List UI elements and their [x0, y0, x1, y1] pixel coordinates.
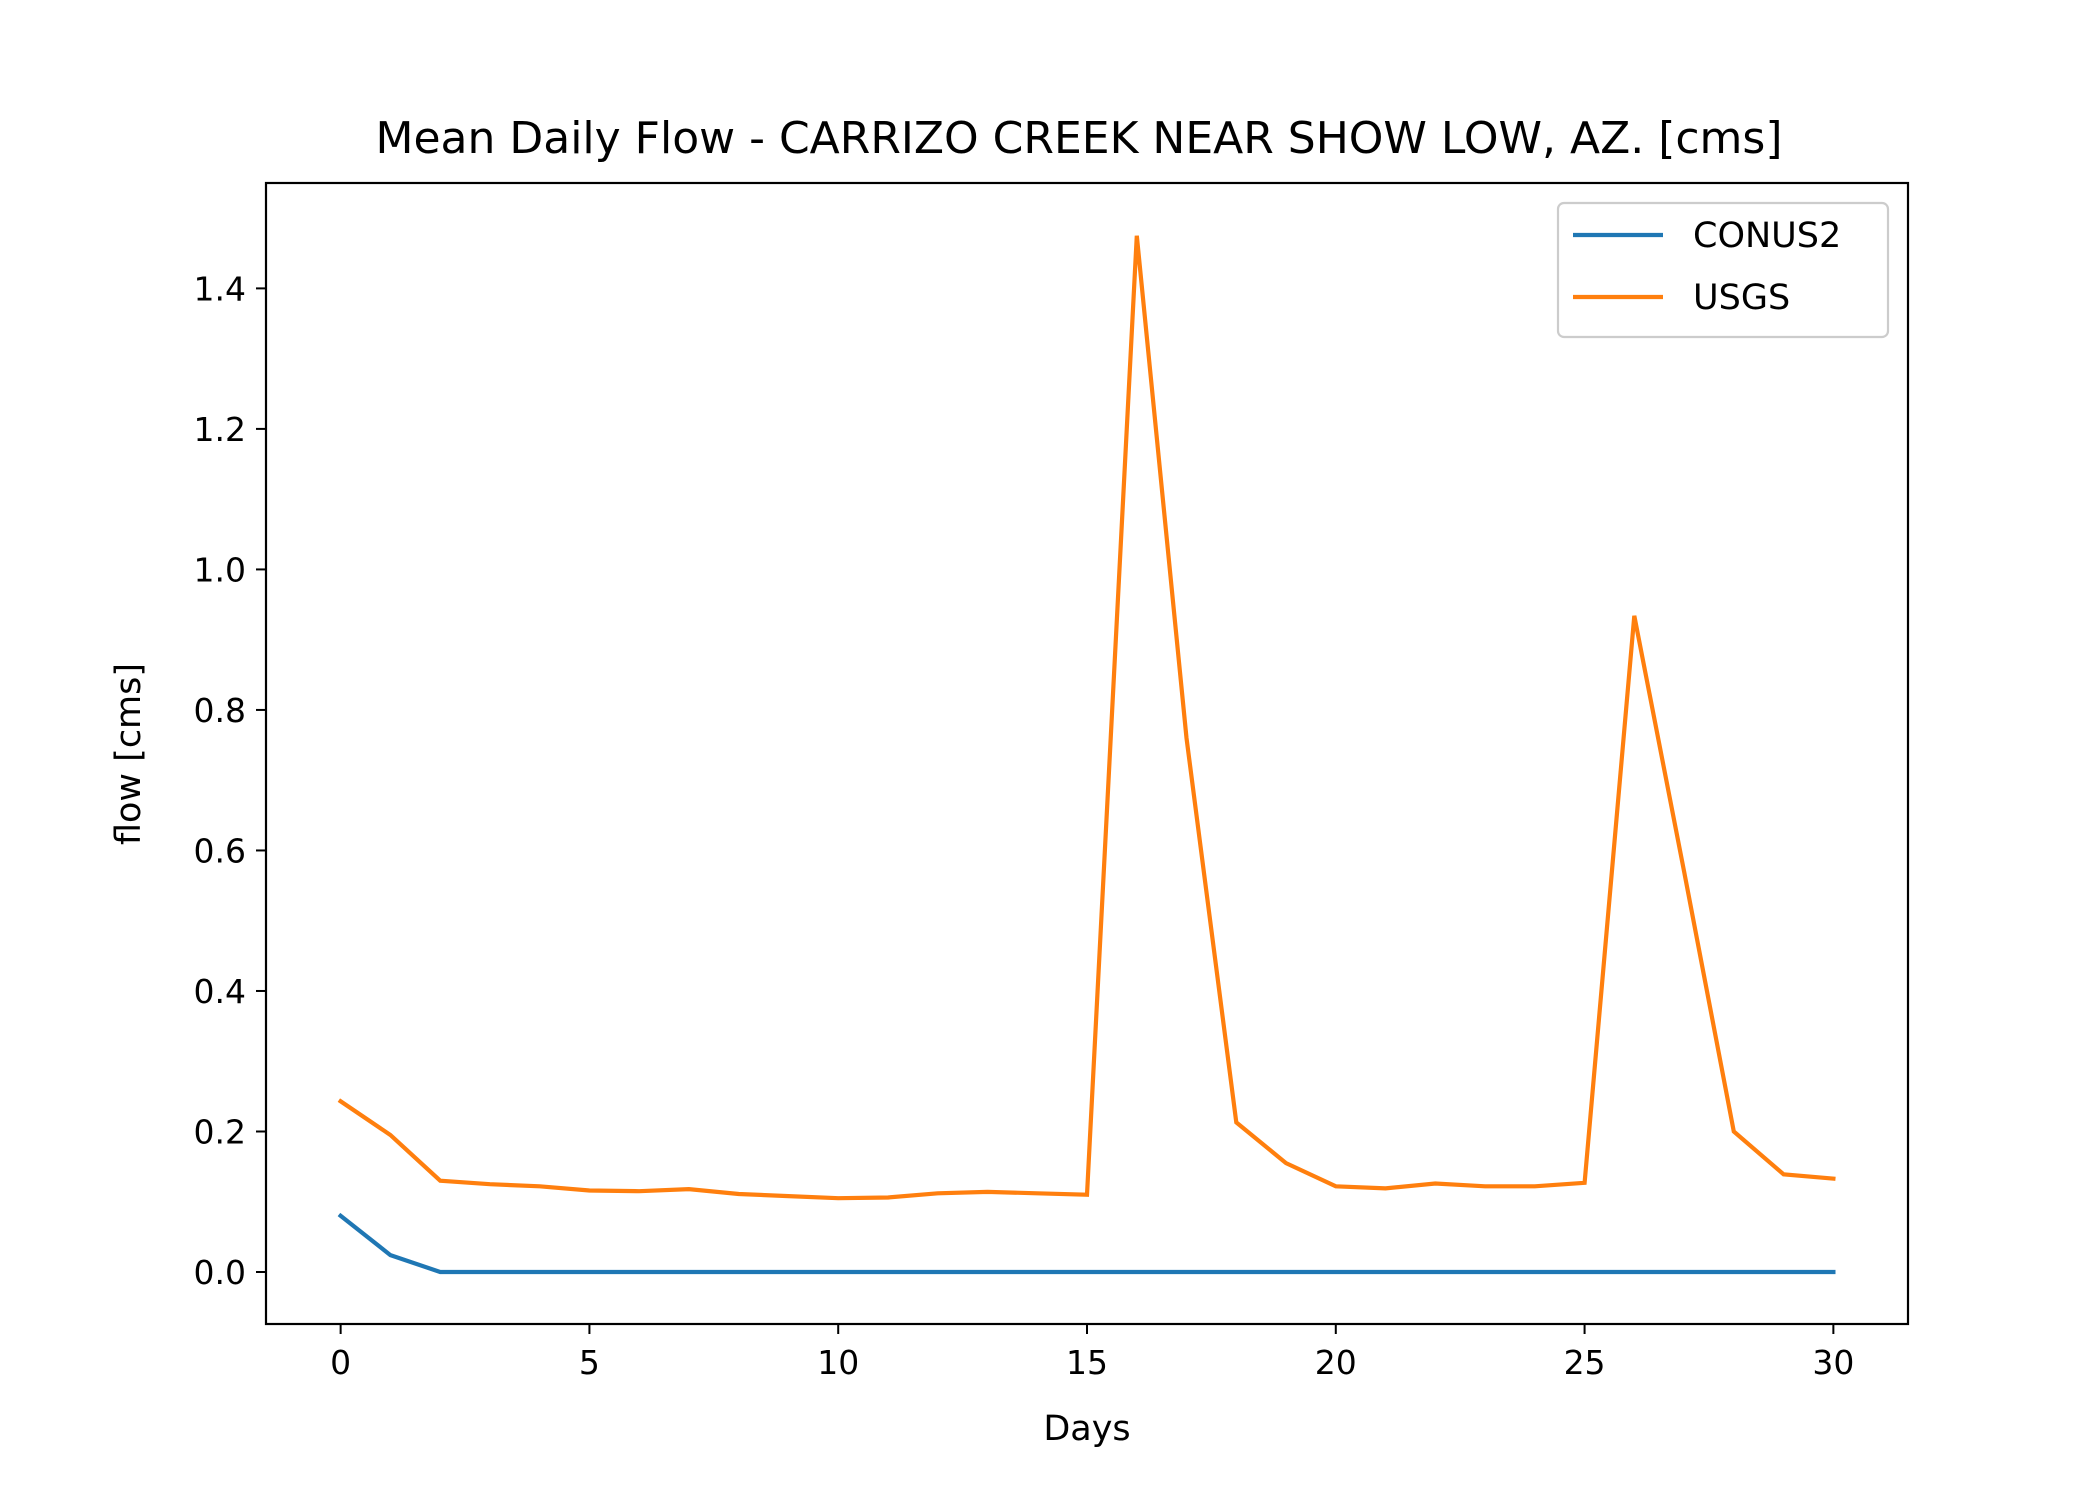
y-tick-label: 0.2: [194, 1112, 246, 1151]
series-line-usgs: [337, 235, 1836, 1201]
x-axis-label: Days: [1043, 1409, 1130, 1449]
x-tick-label: 5: [579, 1343, 600, 1382]
x-tick-label: 25: [1564, 1343, 1606, 1382]
legend-label-conus2: CONUS2: [1693, 216, 1841, 256]
y-tick-label: 1.2: [194, 410, 246, 449]
y-tick-label: 1.0: [194, 550, 246, 589]
y-axis: 0.0 0.2 0.4 0.6 0.8 1.0 1.2 1.4: [194, 269, 266, 1292]
y-tick-label: 0.0: [194, 1253, 246, 1292]
x-tick-label: 30: [1812, 1343, 1854, 1382]
legend-label-usgs: USGS: [1693, 278, 1790, 318]
x-axis: 0 5 10 15 20 25 30: [330, 1324, 1854, 1382]
x-tick-label: 15: [1066, 1343, 1108, 1382]
y-axis-label: flow [cms]: [109, 663, 149, 845]
x-tick-label: 0: [330, 1343, 351, 1382]
y-tick-label: 0.4: [194, 972, 246, 1011]
chart-title: Mean Daily Flow - CARRIZO CREEK NEAR SHO…: [375, 113, 1782, 164]
axes-frame: [264, 181, 1910, 1326]
plot-area: [337, 235, 1836, 1275]
y-tick-label: 0.6: [194, 831, 246, 870]
x-tick-label: 10: [817, 1343, 859, 1382]
y-tick-label: 1.4: [194, 269, 246, 308]
series-line-conus2: [337, 1212, 1836, 1275]
y-tick-label: 0.8: [194, 691, 246, 730]
x-tick-label: 20: [1315, 1343, 1357, 1382]
legend: CONUS2 USGS: [1556, 201, 1890, 339]
